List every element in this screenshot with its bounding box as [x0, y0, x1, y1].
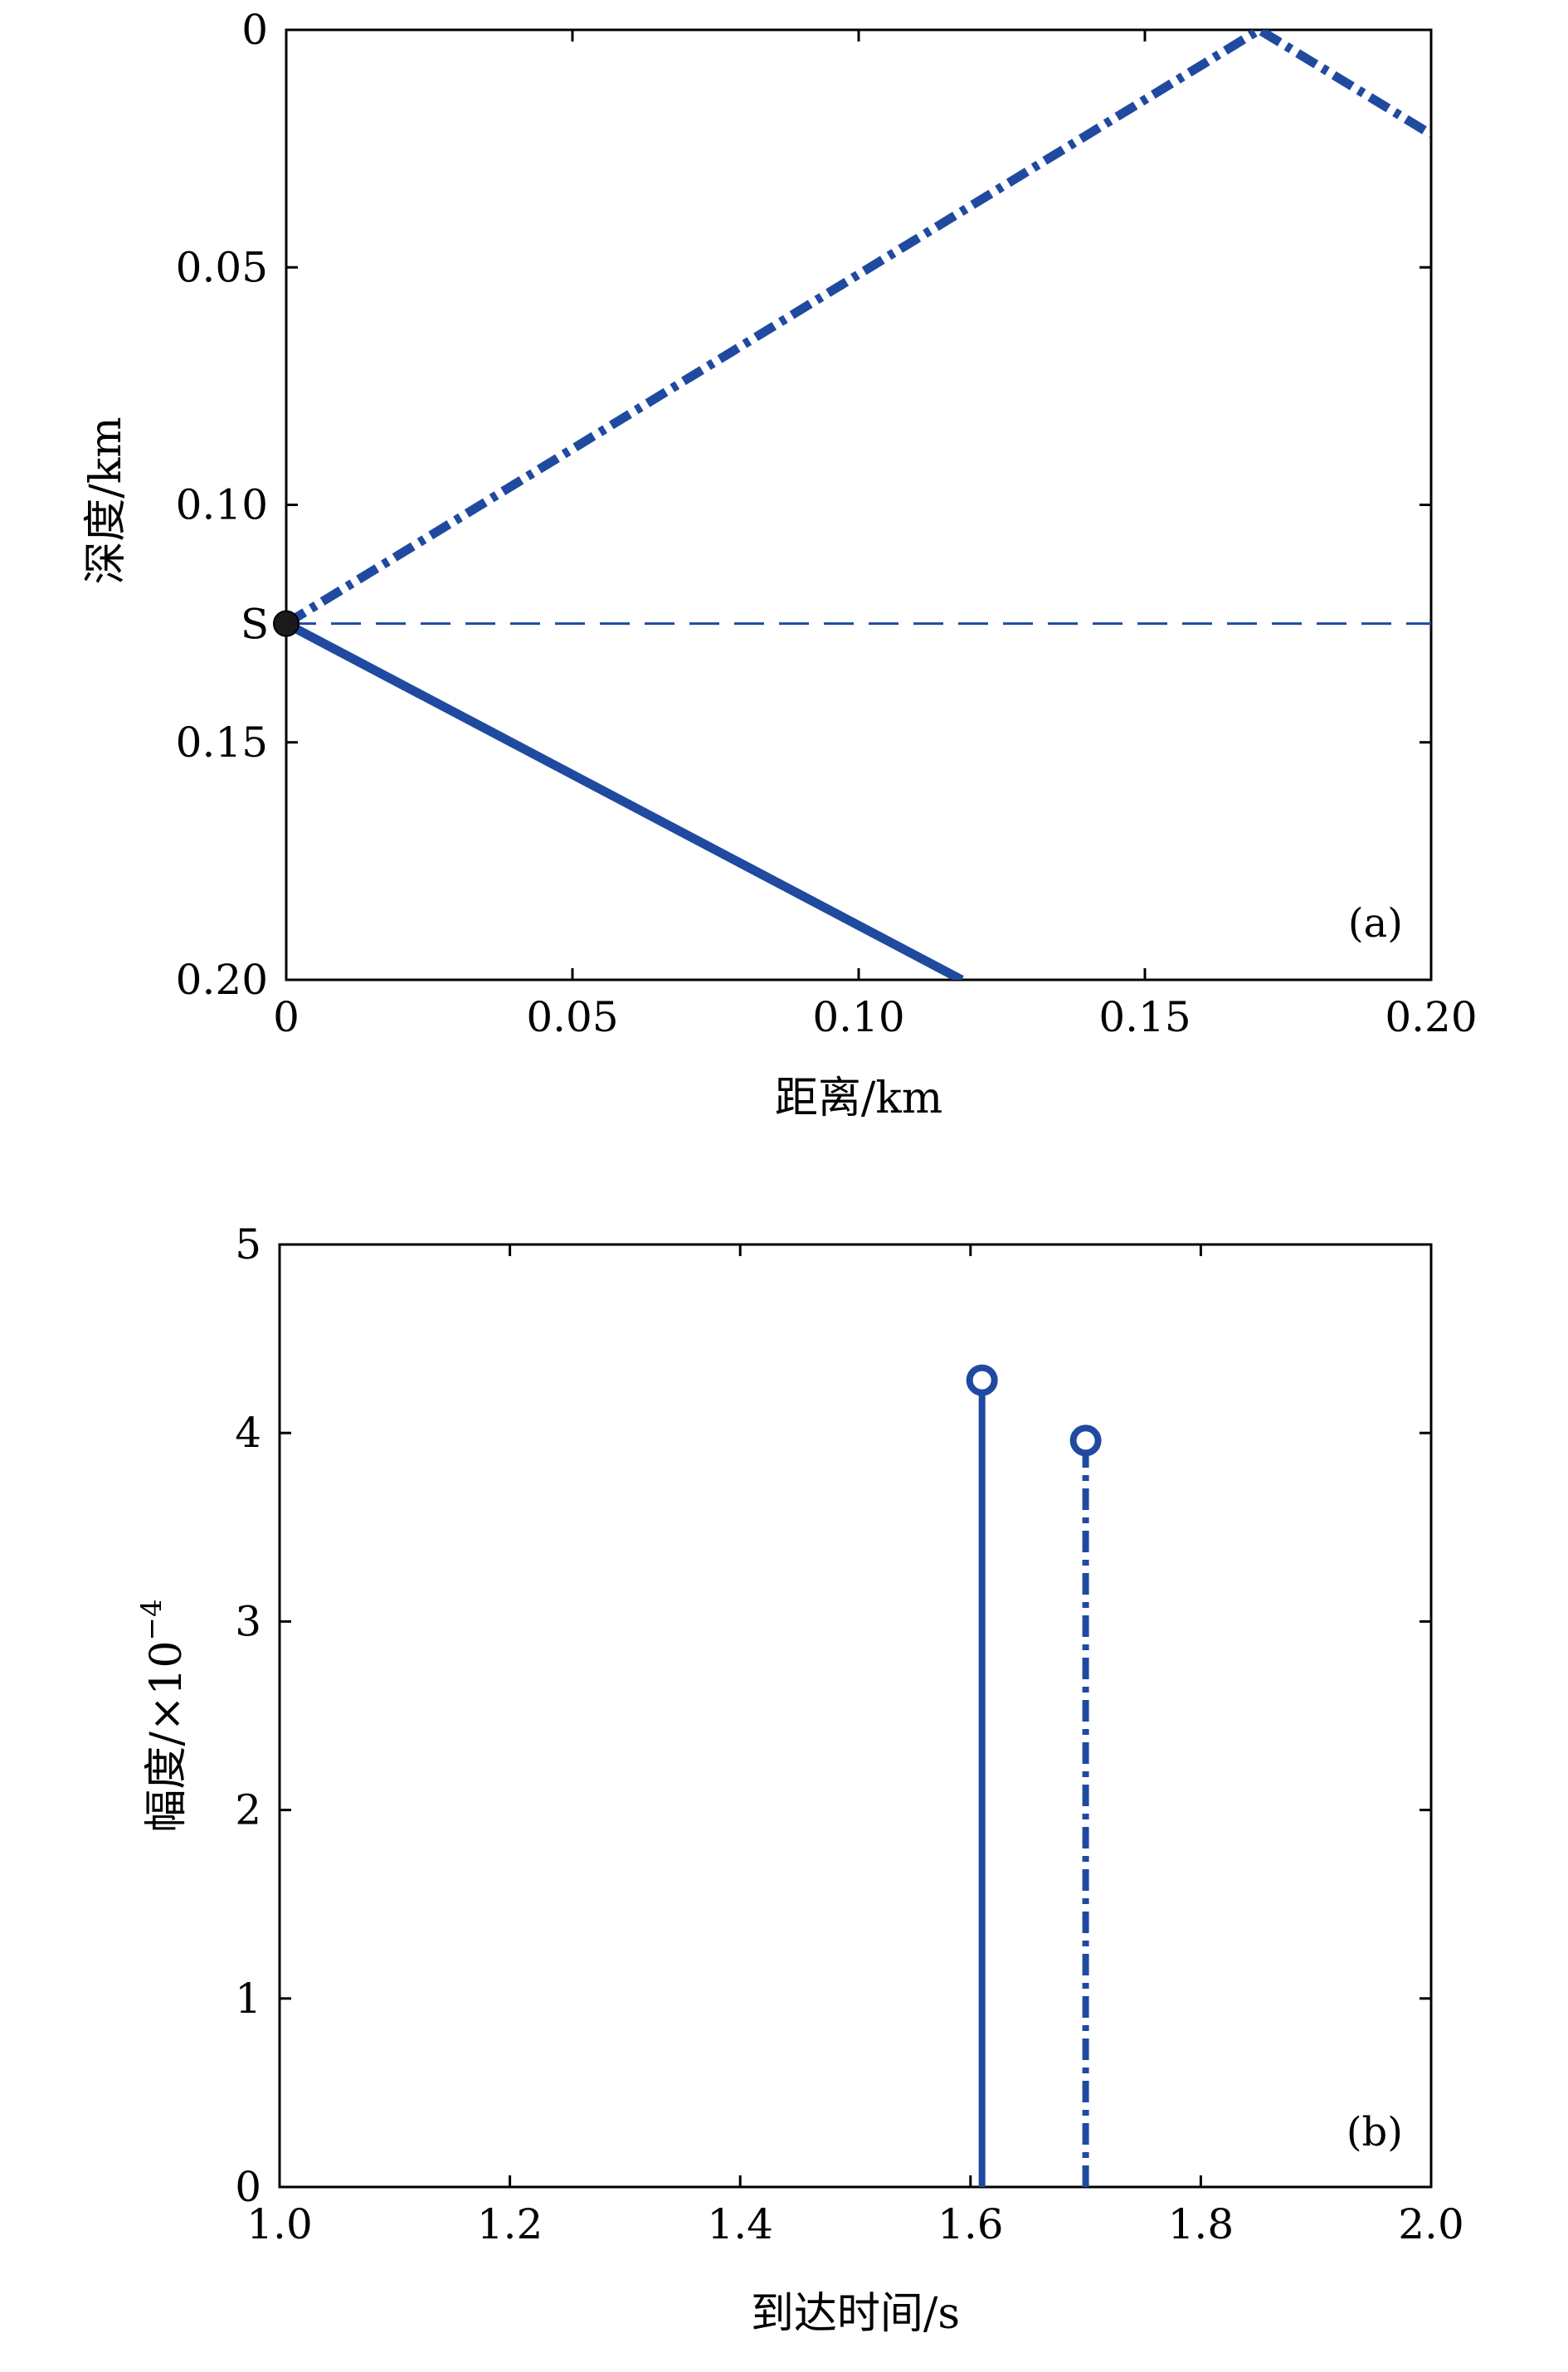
stem-marker-dashdot: [1069, 1425, 1102, 1457]
y-tick-label: 0: [241, 6, 268, 54]
stem-marker-solid: [966, 1364, 998, 1396]
y-tick-label: 0.10: [176, 481, 268, 529]
source-point: [273, 610, 299, 637]
panel-label: (a): [1348, 900, 1403, 947]
chart-b: 1.0 1.2 1.4 1.6 1.8 2.0 0 1 2 3 4 5 (b) 到达时间/s 幅度/×10−…: [135, 1220, 1464, 2339]
source-label: S: [241, 601, 269, 649]
y-axis-label: 幅度/×10−4: [135, 1599, 192, 1832]
y-axis-label-main: 幅度/×10: [142, 1640, 192, 1832]
y-tick-label: 0: [235, 2163, 261, 2211]
x-tick-label: 0.10: [812, 993, 904, 1041]
y-axis-label-exponent: −4: [135, 1599, 168, 1640]
x-tick-label: 2.0: [1398, 2200, 1464, 2248]
ray-series-solid: [286, 619, 964, 980]
y-tick-label: 2: [235, 1786, 261, 1834]
x-axis-label: 到达时间/s: [751, 2289, 960, 2339]
x-tick-label: 1.6: [937, 2200, 1004, 2248]
x-tick-label: 0.20: [1385, 993, 1477, 1041]
y-axis-label-group: 幅度/×10−4: [135, 1599, 192, 1832]
plot-frame: [285, 28, 1433, 981]
x-tick-label: 0: [273, 993, 299, 1041]
x-tick-label: 1.2: [477, 2200, 543, 2248]
x-tick-label: 1.4: [707, 2200, 773, 2248]
x-tick-label: 1.0: [246, 2200, 313, 2248]
y-tick-label: 0.20: [176, 956, 268, 1004]
x-tick-label: 0.05: [526, 993, 618, 1041]
chart-a: 0 0.05 0.10 0.15 0.2000.050.100.150.20S(a)距离…: [81, 6, 1478, 1123]
y-tick-label: 0.15: [176, 718, 268, 767]
plot-frame: [278, 1243, 1433, 2189]
x-tick-label: 0.15: [1098, 993, 1191, 1041]
y-axis-label: 深度/km: [81, 416, 131, 584]
y-tick-label: 5: [235, 1220, 261, 1269]
y-tick-label: 4: [235, 1409, 261, 1457]
ray-series-dashdot: [286, 30, 1431, 628]
x-axis-label: 距离/km: [775, 1074, 942, 1123]
y-tick-label: 1: [235, 1975, 261, 2023]
x-tick-label: 1.8: [1168, 2200, 1234, 2248]
y-tick-label: 0.05: [176, 243, 268, 291]
panel-label: (b): [1346, 2109, 1403, 2155]
y-tick-label: 3: [235, 1597, 261, 1645]
